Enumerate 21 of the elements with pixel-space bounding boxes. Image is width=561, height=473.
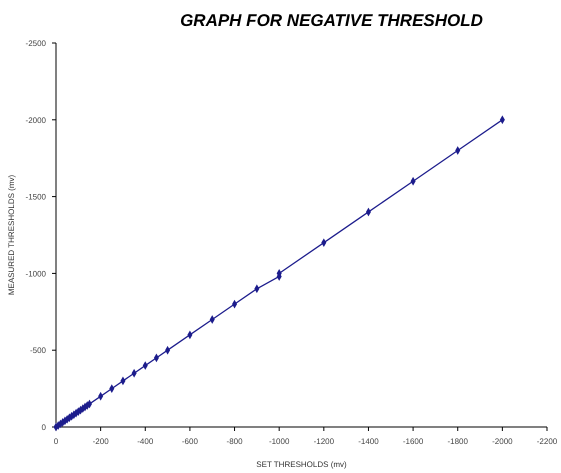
y-tick-label: 0 [42,423,47,432]
x-tick-label: -1200 [314,437,335,446]
x-tick-label: -1400 [358,437,380,446]
y-tick-label: -2000 [26,116,47,125]
x-tick-label: -1600 [402,437,424,446]
x-tick-label: 0 [54,437,59,446]
x-tick-label: -2200 [536,437,558,446]
x-axis-title: SET THRESHOLDS (mv) [256,460,348,469]
y-tick-label: -2500 [26,39,47,48]
x-tick-label: -1800 [447,437,469,446]
y-tick-label: -1000 [26,269,47,278]
x-tick-label: -400 [137,437,154,446]
x-tick-label: -800 [226,437,244,446]
x-tick-label: -1000 [268,437,290,446]
y-axis-title: MEASURED THRESHOLDS (mv) [7,174,16,296]
x-tick-label: -2000 [492,437,514,446]
y-tick-label: -1500 [26,192,47,202]
y-tick-label: -500 [30,346,47,356]
x-tick-label: -200 [92,437,110,446]
chart-title: GRAPH FOR NEGATIVE THRESHOLD [180,11,483,30]
x-tick-label: -600 [182,437,198,446]
